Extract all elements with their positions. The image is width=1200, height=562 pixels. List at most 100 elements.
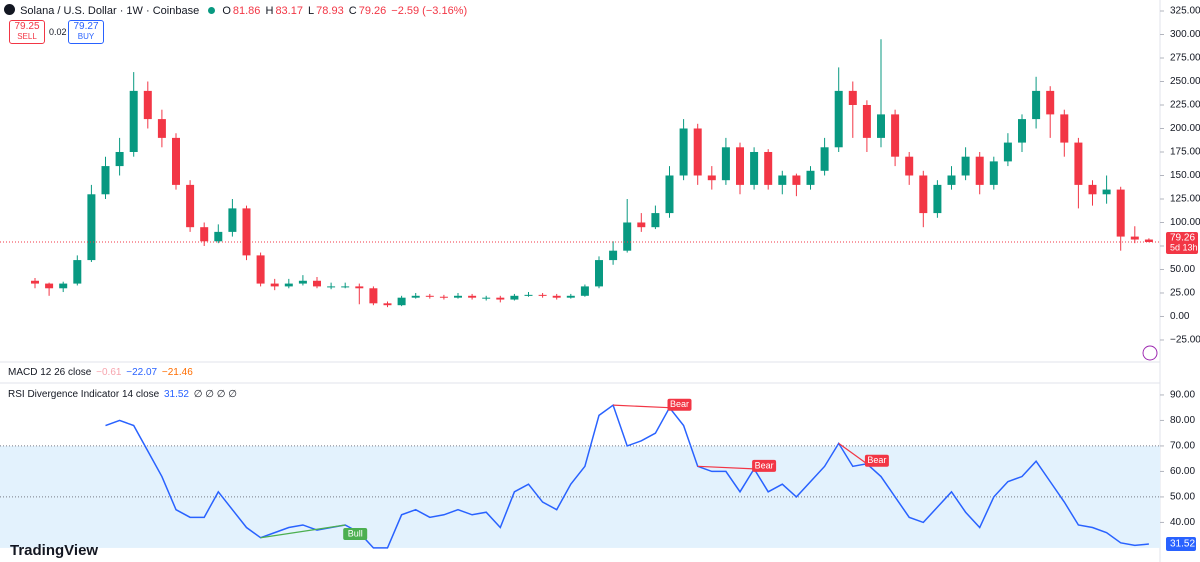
- candle-body: [693, 128, 702, 176]
- macd-value: −21.46: [161, 367, 193, 378]
- candle-body: [1144, 239, 1153, 242]
- candle-body: [792, 175, 801, 185]
- y-tick-label: 0.00: [1170, 311, 1190, 322]
- y-tick-label: 300.00: [1170, 29, 1200, 40]
- candle-body: [806, 170, 815, 185]
- countdown-label: 5d 13h: [1170, 242, 1198, 252]
- brand-logo[interactable]: TradingView: [10, 542, 99, 559]
- y-tick-label: 80.00: [1170, 415, 1195, 426]
- rsi-legend: RSI Divergence Indicator 14 close 31.52 …: [8, 389, 239, 400]
- y-tick-label: 50.00: [1170, 264, 1195, 275]
- divergence-tag: [667, 398, 692, 411]
- rsi-label-box: [1166, 537, 1196, 552]
- candle-body: [1116, 189, 1125, 237]
- candle-body: [989, 161, 998, 185]
- y-tick-label: 100.00: [1170, 217, 1200, 228]
- price-label-box: [1166, 231, 1198, 254]
- candle-body: [778, 175, 787, 185]
- candle-body: [87, 194, 96, 261]
- candle-body: [665, 175, 674, 214]
- buy-button[interactable]: 79.27 BUY: [68, 20, 104, 44]
- candle-body: [397, 297, 406, 306]
- candle-body: [59, 283, 68, 289]
- ohlc-value: 83.17: [275, 5, 303, 17]
- candle-body: [355, 286, 364, 289]
- candle-body: [975, 156, 984, 185]
- candle-body: [834, 90, 843, 148]
- y-tick-label: 250.00: [1170, 76, 1200, 87]
- candle-body: [1060, 114, 1069, 143]
- divergence-label: Bear: [867, 455, 886, 465]
- candle-body: [45, 283, 54, 289]
- candle-body: [1088, 184, 1097, 195]
- alert-icon[interactable]: [1142, 345, 1158, 361]
- symbol-row: Solana / U.S. Dollar · 1W · Coinbase O 81…: [4, 4, 469, 17]
- sell-button[interactable]: 79.25 SELL: [9, 20, 45, 44]
- candle-body: [538, 294, 547, 296]
- y-tick-label: 25.00: [1170, 288, 1195, 299]
- candle-body: [313, 280, 321, 287]
- price-label: 79.26: [1170, 233, 1195, 244]
- sell-label: SELL: [17, 32, 37, 41]
- symbol: Solana / U.S. Dollar · 1W · Coinbase: [20, 5, 200, 17]
- y-tick-label: 325.00: [1170, 6, 1200, 17]
- candle-body: [425, 295, 434, 297]
- y-tick-label: 150.00: [1170, 170, 1200, 181]
- candle-body: [284, 283, 293, 287]
- divergence-line: [613, 404, 670, 409]
- y-tick-label: 70.00: [1170, 441, 1195, 452]
- ohlc-value: 79.26: [358, 5, 387, 17]
- buy-label: BUY: [77, 32, 95, 41]
- candle-body: [877, 114, 885, 138]
- buy-price: 79.27: [73, 21, 99, 32]
- candle-body: [1003, 142, 1012, 162]
- candle-body: [298, 280, 307, 284]
- candle-body: [623, 222, 632, 251]
- divergence-label: Bear: [670, 399, 689, 409]
- candle-body: [609, 250, 618, 261]
- rsi-title: RSI Divergence Indicator 14 close: [8, 389, 160, 400]
- candle-body: [129, 90, 138, 152]
- macd-legend: MACD 12 26 close −0.61 −22.07 −21.46: [8, 367, 195, 378]
- y-tick-label: −25.00: [1170, 335, 1200, 346]
- candle-body: [172, 137, 180, 185]
- rsi-extra: ∅ ∅ ∅ ∅: [193, 389, 237, 400]
- divergence-label: Bear: [755, 460, 774, 470]
- candle-body: [595, 260, 603, 287]
- rsi-line: [105, 403, 1149, 549]
- candle-body: [891, 114, 900, 157]
- y-tick-label: 125.00: [1170, 194, 1200, 205]
- candle-body: [750, 151, 759, 185]
- candle-body: [637, 222, 646, 228]
- divergence-tag: [343, 527, 368, 540]
- change: −2.59 (−3.16%): [391, 5, 468, 17]
- y-tick-label: 50.00: [1170, 492, 1195, 503]
- symbol-icon: [4, 4, 15, 15]
- y-tick-label: 175.00: [1170, 147, 1200, 158]
- candle-body: [580, 286, 589, 296]
- candle-body: [1046, 90, 1055, 115]
- ohlc-value: 81.86: [232, 5, 261, 17]
- candle-body: [961, 156, 970, 176]
- candle-body: [454, 295, 462, 298]
- candle-body: [228, 208, 237, 232]
- candle-body: [369, 288, 378, 304]
- candle-body: [651, 213, 660, 228]
- candle-body: [947, 175, 956, 185]
- candle-body: [341, 286, 350, 288]
- candle-body: [270, 283, 279, 287]
- sell-price: 79.25: [14, 21, 40, 32]
- candle-body: [933, 184, 942, 214]
- candle-body: [820, 147, 829, 171]
- candle-body: [200, 227, 209, 242]
- macd-title: MACD 12 26 close: [8, 367, 92, 378]
- candle-body: [115, 151, 124, 167]
- divergence-tag: [752, 459, 777, 472]
- candle-body: [1032, 90, 1041, 120]
- ohlc-label: H: [265, 5, 274, 17]
- candle-body: [73, 260, 82, 284]
- candle-body: [468, 295, 477, 298]
- y-tick-label: 90.00: [1170, 390, 1195, 401]
